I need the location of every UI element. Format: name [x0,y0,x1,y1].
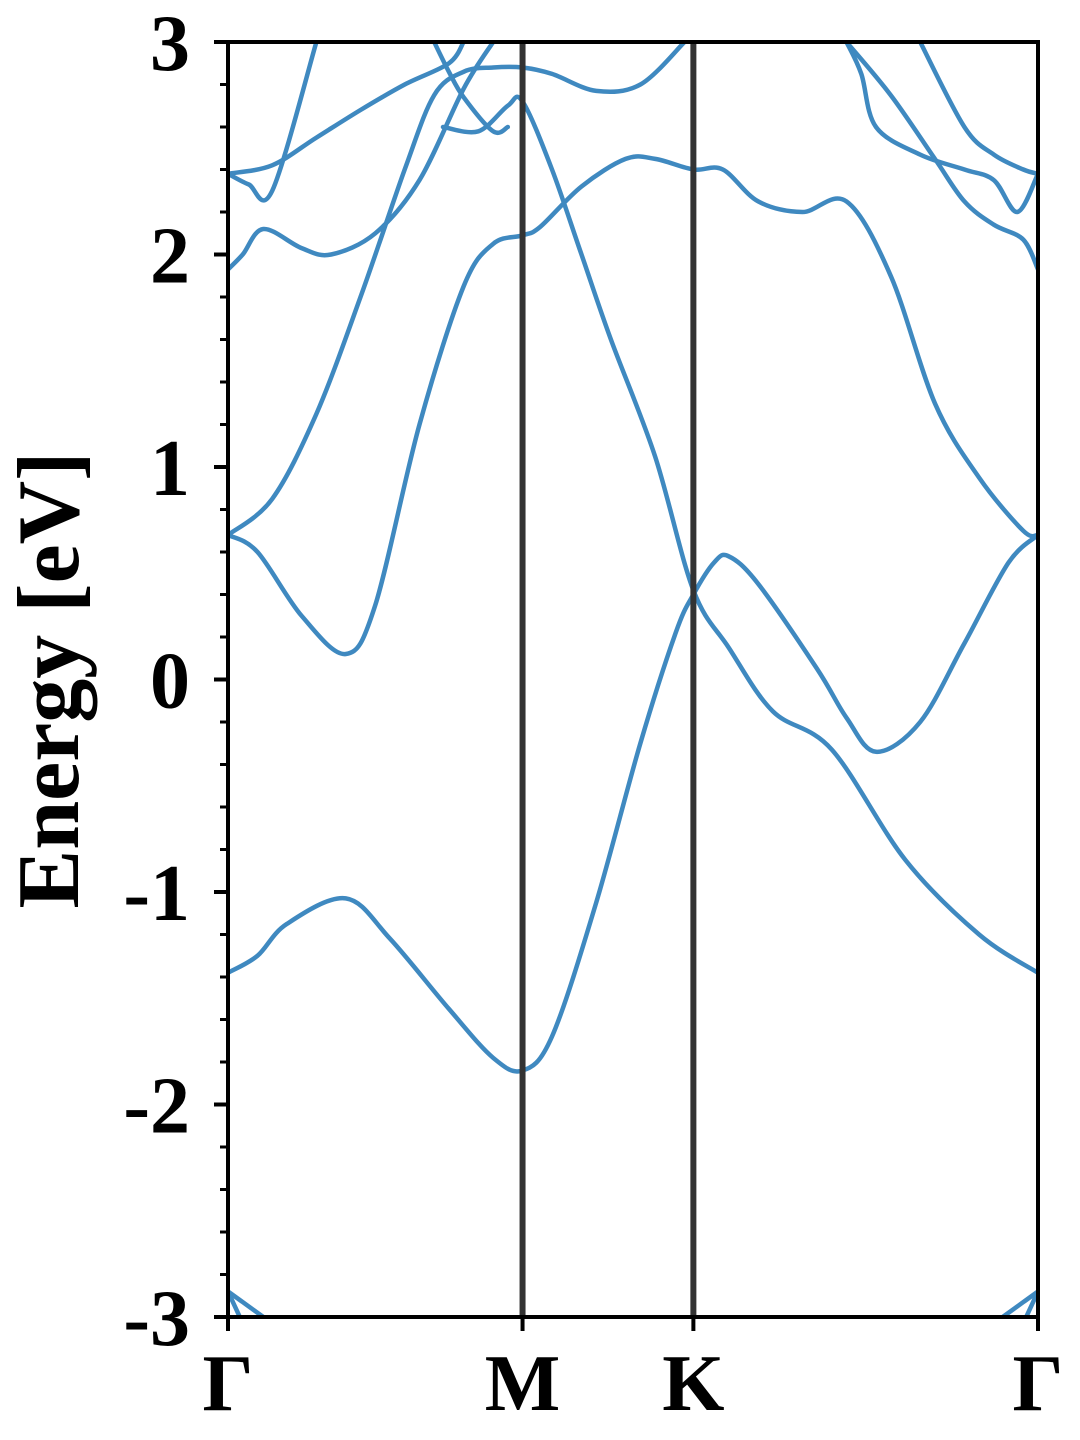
y-tick-label: 0 [150,638,190,726]
band-curve-4 [228,42,496,272]
y-tick-label: 2 [150,213,190,301]
x-tick-label: K [662,1340,724,1428]
band-curve-11 [917,42,1038,177]
band-curve-9 [844,42,1038,215]
x-tick-label: M [485,1340,561,1428]
bands-layer [228,42,1038,1317]
y-tick-label: -3 [123,1275,190,1363]
band-curve-10 [844,42,1038,272]
band-curve-2 [228,154,1038,657]
y-tick-label: -1 [123,850,190,938]
x-tick-label: Γ [203,1340,254,1428]
y-axis-label: Energy [eV] [1,452,98,909]
band-curve-3 [228,42,687,538]
x-tick-label: Γ [1013,1340,1064,1428]
band-curve-7 [228,42,466,177]
band-curve-5 [440,94,1038,976]
y-axis-ticks: -3 -2 -1 0 1 2 3 [123,0,228,1363]
kpoint-dividers [519,42,697,1317]
band-curve-1 [228,532,1038,1074]
y-tick-label: 3 [150,0,190,88]
band-curve-6 [228,42,319,203]
band-curve-8 [431,42,511,136]
y-tick-label: -2 [123,1063,190,1151]
y-tick-label: 1 [150,425,190,513]
